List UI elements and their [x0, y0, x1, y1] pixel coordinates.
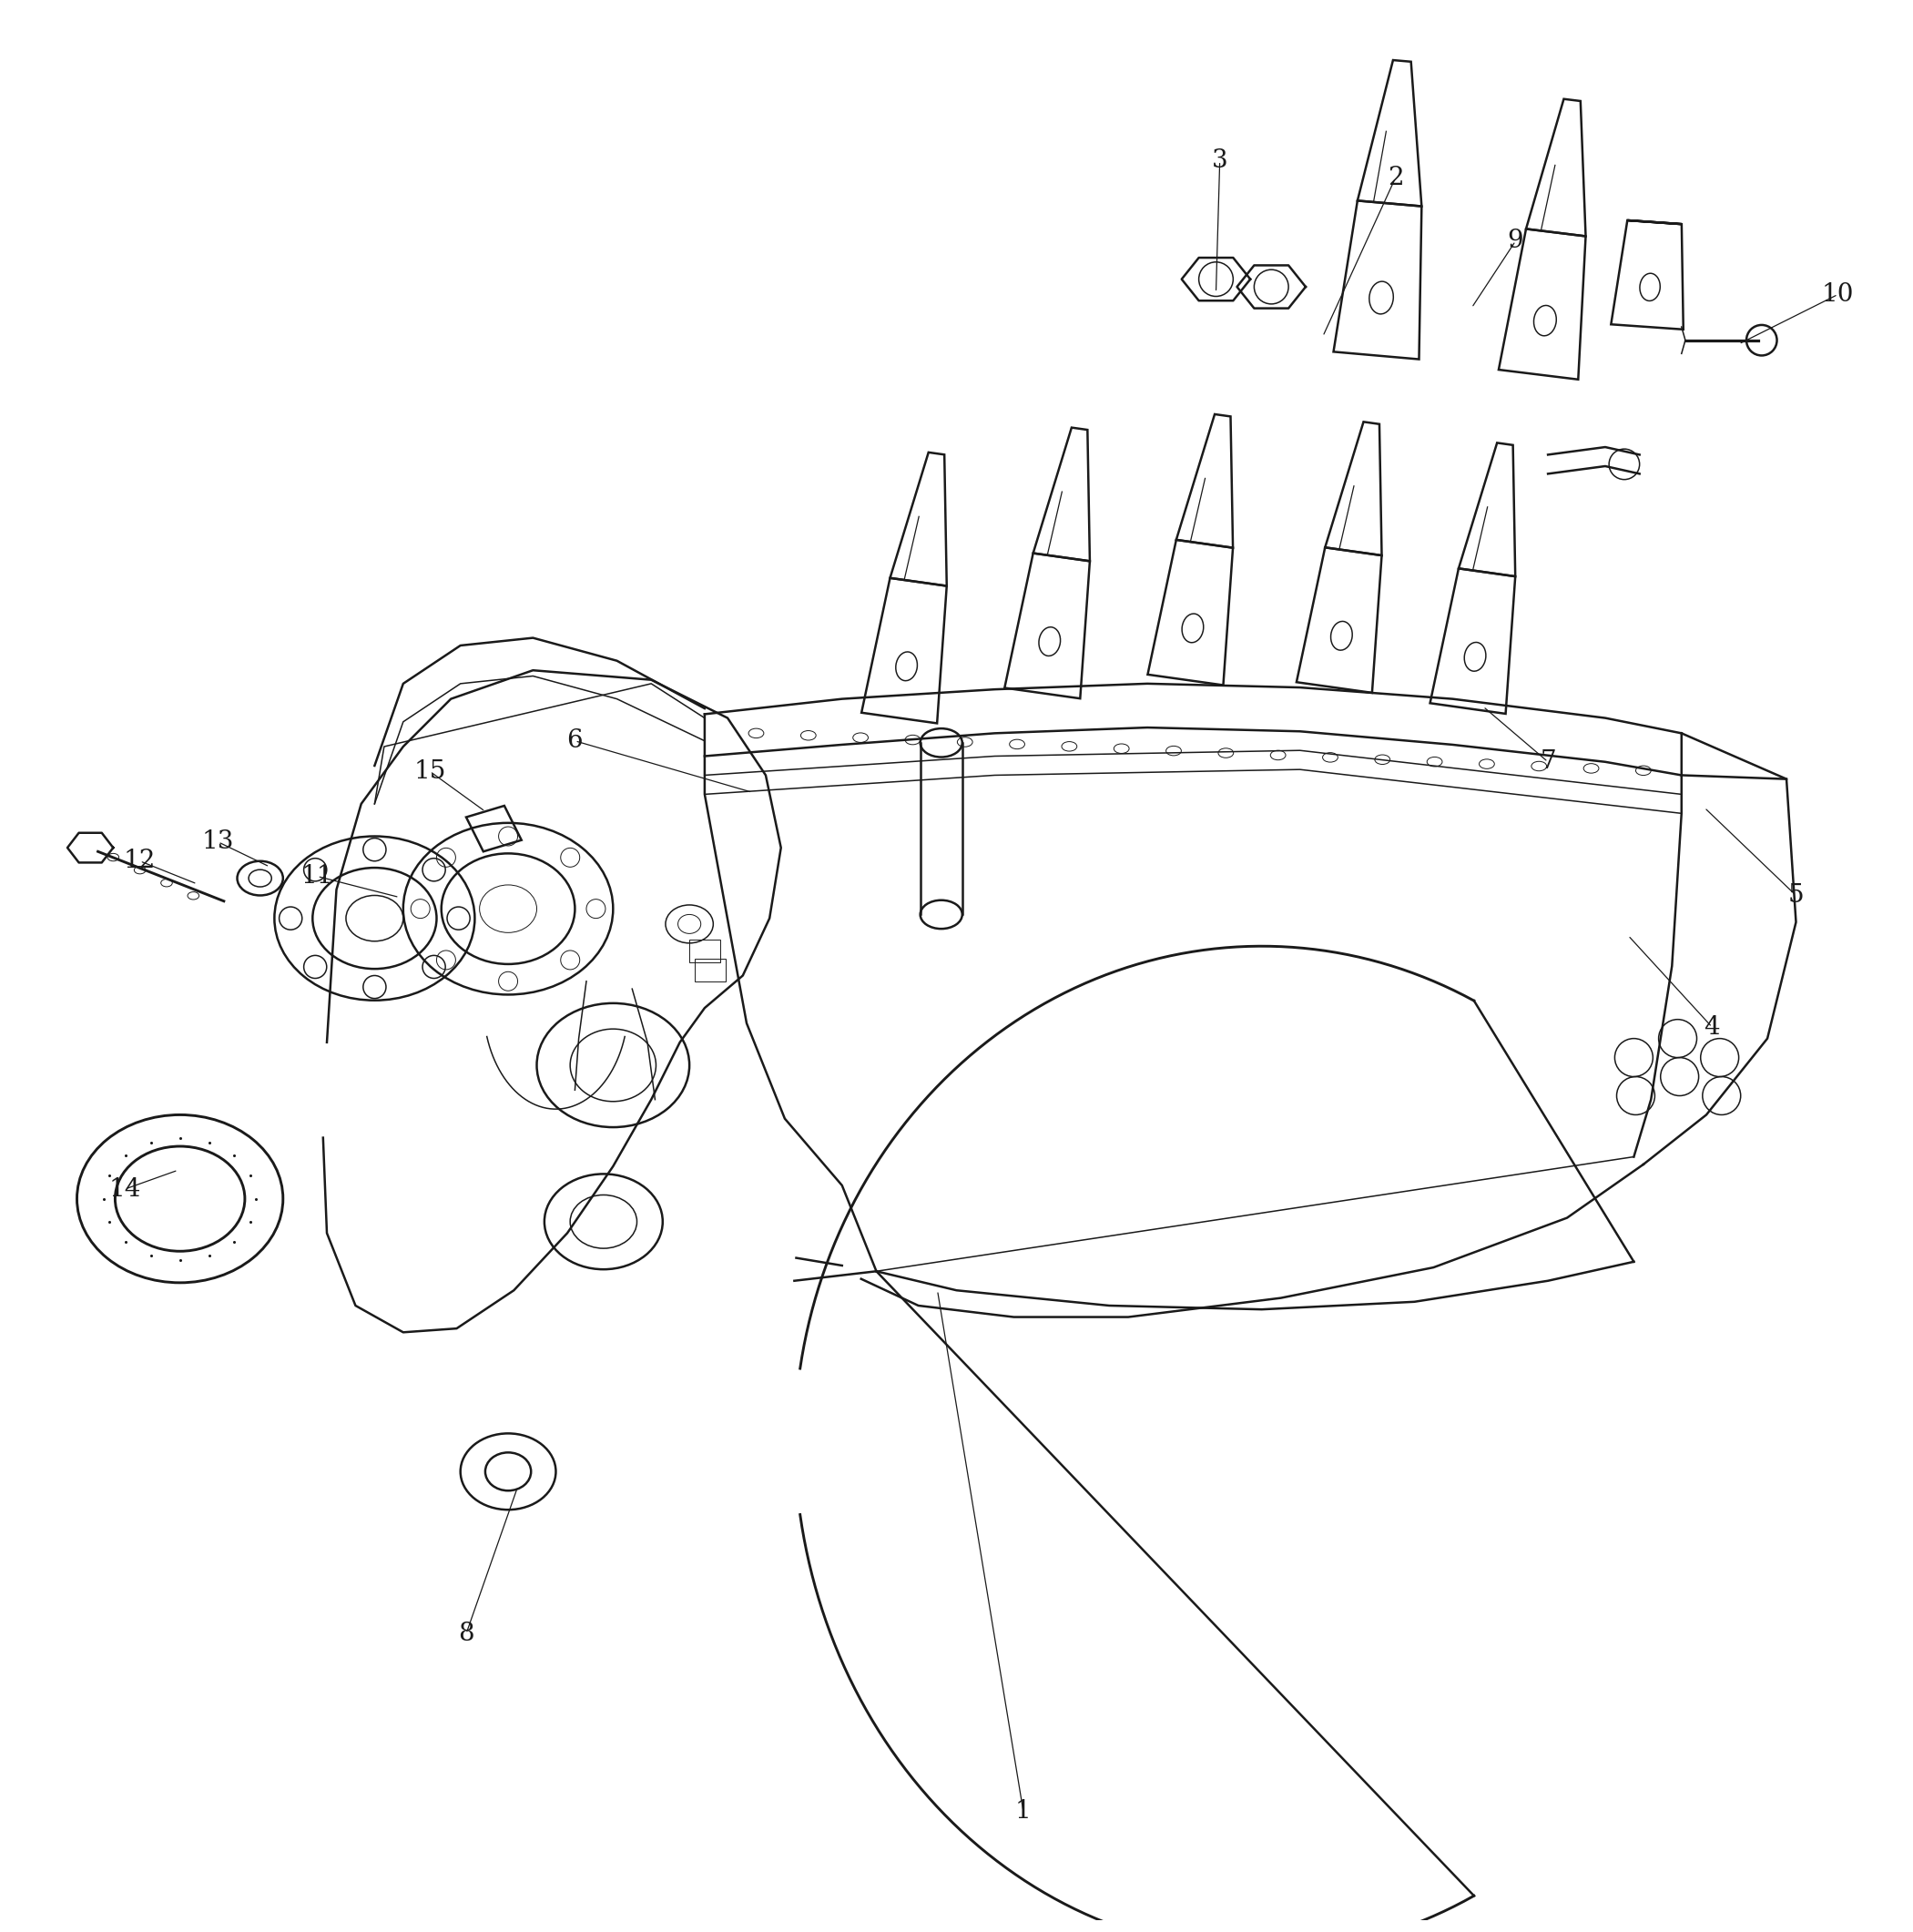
- Text: 4: 4: [1704, 1014, 1720, 1039]
- Text: 11: 11: [300, 864, 333, 889]
- Text: 14: 14: [109, 1177, 142, 1202]
- Text: 12: 12: [124, 848, 157, 873]
- Text: 15: 15: [413, 759, 446, 784]
- Text: 5: 5: [1789, 883, 1804, 908]
- Text: 13: 13: [203, 829, 233, 854]
- Text: 1: 1: [1016, 1799, 1031, 1824]
- Text: 3: 3: [1211, 149, 1228, 174]
- Text: 6: 6: [566, 728, 583, 753]
- Text: 8: 8: [457, 1621, 474, 1646]
- Text: 10: 10: [1821, 282, 1854, 307]
- Text: 2: 2: [1387, 166, 1404, 191]
- Text: 9: 9: [1507, 228, 1523, 253]
- Text: 7: 7: [1540, 750, 1555, 775]
